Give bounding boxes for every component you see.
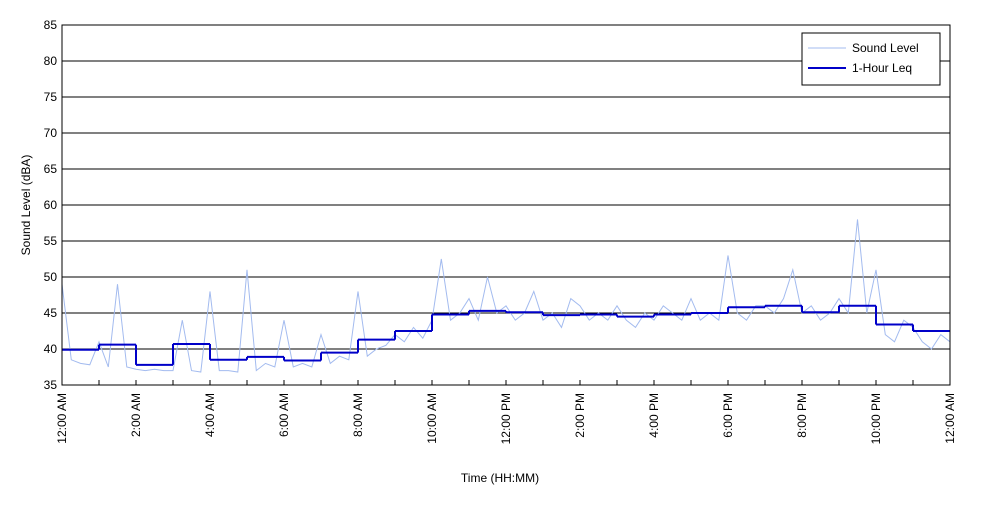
legend-box [801, 32, 941, 86]
y-tick-label: 65 [44, 162, 58, 176]
x-tick-label: 8:00 AM [351, 393, 365, 437]
y-tick-label: 55 [44, 234, 58, 248]
y-tick-label: 45 [44, 306, 58, 320]
x-tick-label: 2:00 AM [129, 393, 143, 437]
y-tick-label: 70 [44, 126, 58, 140]
x-tick-label: 12:00 AM [55, 393, 69, 444]
x-axis-label: Time (HH:MM) [461, 471, 539, 485]
y-axis-label: Sound Level (dBA) [19, 155, 33, 256]
y-tick-label: 60 [44, 198, 58, 212]
x-tick-label: 12:00 AM [943, 393, 957, 444]
x-tick-label: 2:00 PM [573, 393, 587, 438]
y-tick-label: 85 [44, 18, 58, 32]
y-tick-label: 50 [44, 270, 58, 284]
x-tick-label: 10:00 PM [869, 393, 883, 444]
x-tick-label: 8:00 PM [795, 393, 809, 438]
legend-label: Sound Level [852, 41, 919, 55]
y-tick-label: 35 [44, 378, 58, 392]
legend-label: 1-Hour Leq [852, 61, 912, 75]
x-tick-label: 6:00 AM [277, 393, 291, 437]
y-tick-label: 40 [44, 342, 58, 356]
x-tick-label: 6:00 PM [721, 393, 735, 438]
x-tick-label: 12:00 PM [499, 393, 513, 444]
y-tick-label: 75 [44, 90, 58, 104]
y-tick-label: 80 [44, 54, 58, 68]
x-tick-label: 4:00 PM [647, 393, 661, 438]
x-tick-label: 4:00 AM [203, 393, 217, 437]
plot-frame [61, 24, 951, 386]
x-tick-label: 10:00 AM [425, 393, 439, 444]
